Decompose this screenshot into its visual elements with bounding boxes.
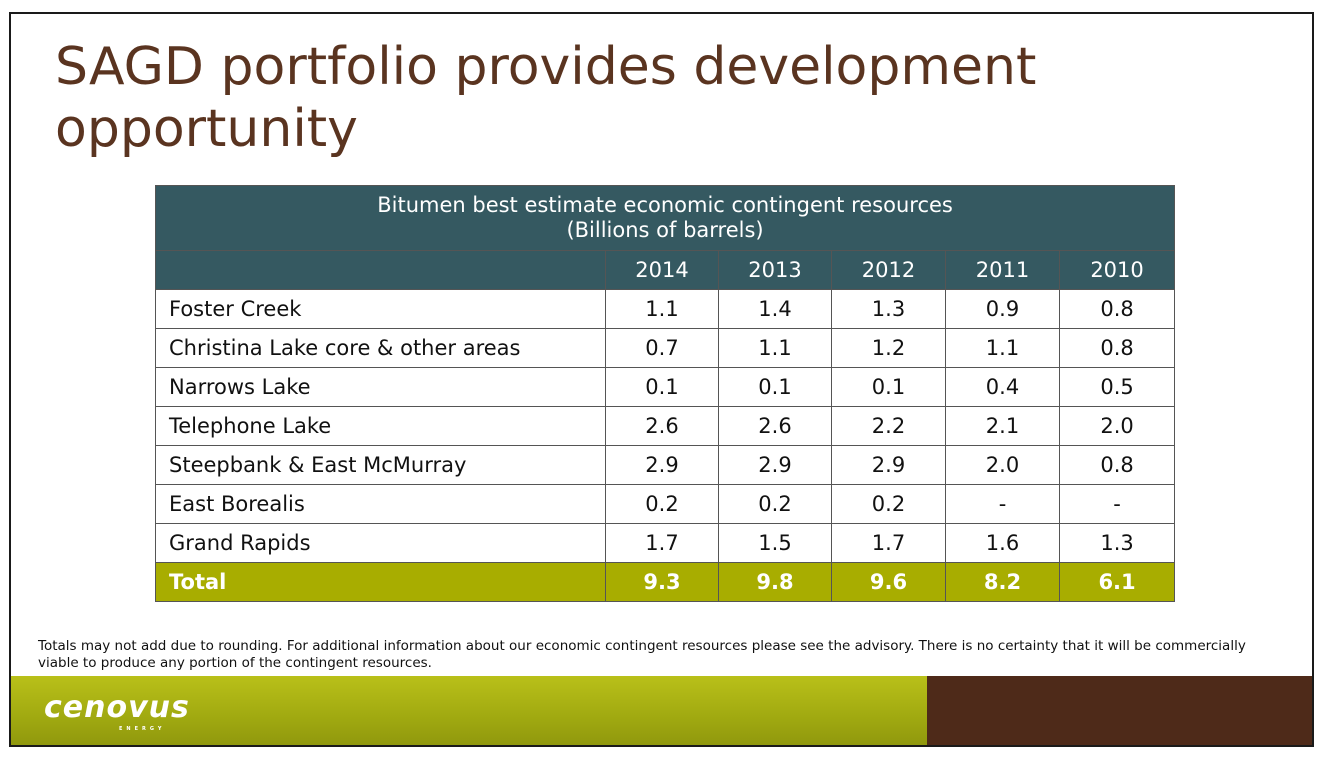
cell-value: 2.1 [945,406,1060,446]
cell-value: 1.3 [831,289,946,329]
cenovus-logo-subtext: ENERGY [119,726,166,732]
cell-value: 0.1 [718,367,832,407]
cell-value: 1.6 [945,523,1060,563]
cenovus-logo: cenovus [44,690,190,725]
footer-band-green [11,676,927,745]
cell-value: - [1058,484,1176,524]
slide: SAGD portfolio provides development oppo… [9,12,1314,747]
total-value: 9.6 [831,562,946,602]
table-row: Christina Lake core & other areas 0.7 1.… [155,328,1176,368]
year-header: 2010 [1058,250,1176,290]
footnote: Totals may not add due to rounding. For … [38,638,1246,671]
cell-value: 0.8 [1058,328,1176,368]
cell-value: 1.3 [1058,523,1176,563]
cell-value: 0.2 [831,484,946,524]
cell-value: 2.9 [718,445,832,485]
cell-value: 2.9 [605,445,719,485]
cell-value: 2.0 [945,445,1060,485]
cell-value: 0.1 [831,367,946,407]
cell-value: 0.8 [1058,289,1176,329]
table-header-title: Bitumen best estimate economic contingen… [154,185,1176,251]
cell-value: 1.5 [718,523,832,563]
cell-value: 0.1 [605,367,719,407]
cell-value: 0.8 [1058,445,1176,485]
total-value: 9.3 [605,562,719,602]
row-name: Telephone Lake [155,406,606,446]
cell-value: 1.7 [605,523,719,563]
row-name: Christina Lake core & other areas [155,328,606,368]
table-header-line2: (Billions of barrels) [566,218,764,242]
row-name: Foster Creek [155,289,606,329]
table-row: East Borealis 0.2 0.2 0.2 - - [155,484,1176,524]
table-row: Grand Rapids 1.7 1.5 1.7 1.6 1.3 [155,523,1176,563]
table-row: Foster Creek 1.1 1.4 1.3 0.9 0.8 [155,289,1176,329]
cell-value: 2.0 [1058,406,1176,446]
slide-title: SAGD portfolio provides development oppo… [55,37,1037,159]
total-value: 8.2 [945,562,1060,602]
total-value: 6.1 [1058,562,1176,602]
year-header: 2014 [605,250,719,290]
cell-value: 1.4 [718,289,832,329]
cell-value: 1.2 [831,328,946,368]
table-row: Telephone Lake 2.6 2.6 2.2 2.1 2.0 [155,406,1176,446]
cell-value: 2.6 [718,406,832,446]
row-name: Narrows Lake [155,367,606,407]
resources-table: Bitumen best estimate economic contingen… [154,185,1176,602]
cell-value: 1.1 [605,289,719,329]
cell-value: 1.7 [831,523,946,563]
cell-value: 0.5 [1058,367,1176,407]
cell-value: 2.6 [605,406,719,446]
row-name: East Borealis [155,484,606,524]
cell-value: 0.9 [945,289,1060,329]
cell-value: 0.2 [718,484,832,524]
cell-value: 1.1 [718,328,832,368]
total-label: Total [155,562,606,602]
footer-band-brown [927,676,1312,745]
cell-value: 0.4 [945,367,1060,407]
total-row: Total 9.3 9.8 9.6 8.2 6.1 [155,562,1176,602]
cell-value: 2.2 [831,406,946,446]
total-value: 9.8 [718,562,832,602]
year-header: 2011 [945,250,1060,290]
table-header-line1: Bitumen best estimate economic contingen… [377,193,953,217]
row-name: Grand Rapids [155,523,606,563]
cell-value: 0.7 [605,328,719,368]
cell-value: 1.1 [945,328,1060,368]
table-row: Steepbank & East McMurray 2.9 2.9 2.9 2.… [155,445,1176,485]
year-header: 2012 [831,250,946,290]
cell-value: 2.9 [831,445,946,485]
year-header-blank [155,250,606,290]
cell-value: 0.2 [605,484,719,524]
year-header: 2013 [718,250,832,290]
table-row: Narrows Lake 0.1 0.1 0.1 0.4 0.5 [155,367,1176,407]
cell-value: - [945,484,1060,524]
year-header-row: 2014 2013 2012 2011 2010 [155,250,1176,290]
row-name: Steepbank & East McMurray [155,445,606,485]
